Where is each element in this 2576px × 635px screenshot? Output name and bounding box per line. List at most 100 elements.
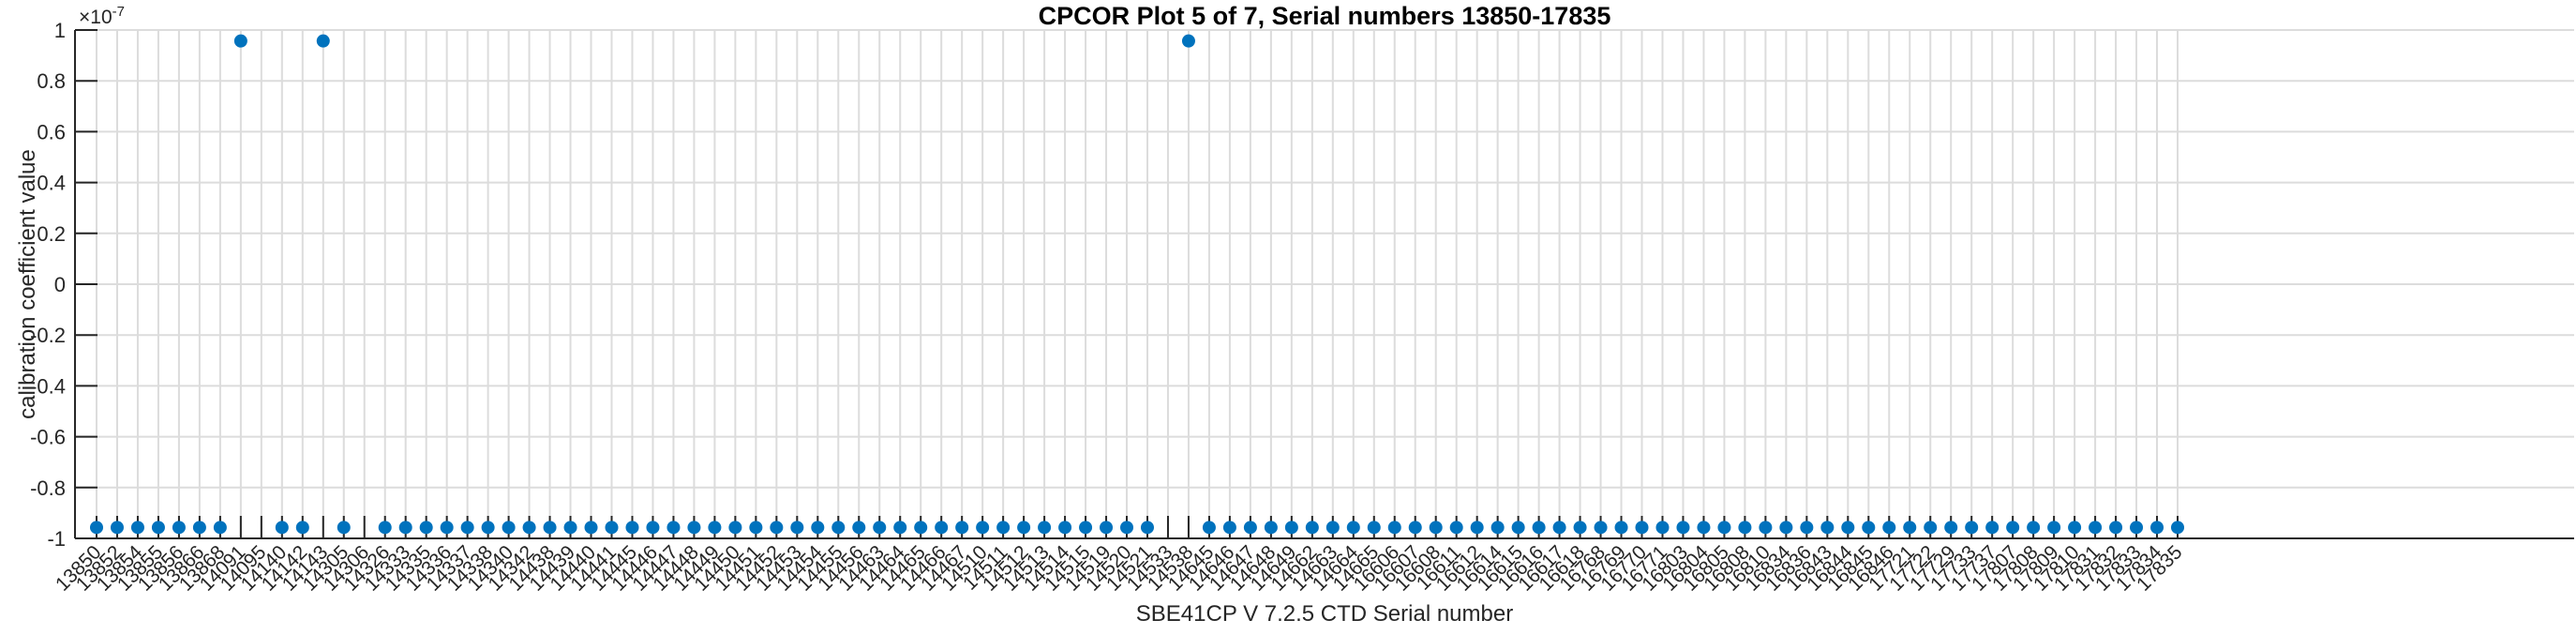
data-point xyxy=(935,521,949,535)
data-point xyxy=(1882,521,1896,535)
data-point xyxy=(770,521,784,535)
data-point xyxy=(192,521,206,535)
data-point xyxy=(172,521,186,535)
data-point xyxy=(481,521,495,535)
data-point xyxy=(151,521,165,535)
data-point xyxy=(1614,521,1628,535)
y-tick-label: 0.6 xyxy=(37,120,66,144)
data-point xyxy=(1944,521,1958,535)
data-point xyxy=(213,521,227,535)
data-point xyxy=(1387,521,1401,535)
y-tick-label: 0 xyxy=(54,273,66,296)
data-point xyxy=(110,521,124,535)
y-tick-label: 1 xyxy=(54,19,66,42)
data-point xyxy=(831,521,846,535)
data-point xyxy=(1120,521,1134,535)
data-point xyxy=(1655,521,1670,535)
data-point xyxy=(749,521,763,535)
data-point xyxy=(233,34,247,48)
data-point xyxy=(646,521,660,535)
data-point xyxy=(1820,521,1835,535)
data-point xyxy=(1038,521,1052,535)
data-point xyxy=(2047,521,2061,535)
data-point xyxy=(1532,521,1546,535)
exponent-base: ×10 xyxy=(79,7,112,28)
data-point xyxy=(460,521,474,535)
x-axis-label: SBE41CP V 7.2.5 CTD Serial number xyxy=(1135,601,1514,627)
data-point xyxy=(1202,521,1216,535)
data-point xyxy=(2109,521,2123,535)
data-point xyxy=(728,521,742,535)
data-point xyxy=(625,521,639,535)
data-point xyxy=(130,521,144,535)
data-point xyxy=(1305,521,1319,535)
data-point xyxy=(666,521,681,535)
data-point xyxy=(337,521,351,535)
data-point xyxy=(2027,521,2041,535)
data-point xyxy=(1222,521,1236,535)
data-point xyxy=(1841,521,1855,535)
data-point xyxy=(1965,521,1979,535)
data-point xyxy=(1346,521,1360,535)
data-point xyxy=(2130,521,2144,535)
data-point xyxy=(1552,521,1566,535)
exponent-power: -7 xyxy=(112,4,125,20)
data-point xyxy=(90,521,103,535)
data-point xyxy=(605,521,619,535)
data-point xyxy=(563,521,577,535)
data-point xyxy=(873,521,887,535)
data-point xyxy=(440,521,454,535)
data-point xyxy=(1408,521,1422,535)
data-point xyxy=(996,521,1011,535)
data-point xyxy=(522,521,536,535)
data-point xyxy=(1738,521,1752,535)
data-point xyxy=(1140,521,1154,535)
data-point xyxy=(295,521,309,535)
data-point xyxy=(1264,521,1278,535)
data-point xyxy=(1676,521,1690,535)
data-point xyxy=(1594,521,1608,535)
y-tick-label: 0.8 xyxy=(37,69,66,93)
data-point xyxy=(1367,521,1381,535)
y-tick-label: -0.8 xyxy=(30,476,66,500)
data-point xyxy=(1800,521,1814,535)
data-point xyxy=(687,521,701,535)
data-point xyxy=(1284,521,1298,535)
data-point xyxy=(275,521,289,535)
data-point xyxy=(2006,521,2020,535)
data-point xyxy=(1903,521,1917,535)
data-point xyxy=(1449,521,1463,535)
data-point xyxy=(811,521,825,535)
y-tick-label: 0.2 xyxy=(37,222,66,246)
data-point xyxy=(1985,521,1999,535)
data-point xyxy=(584,521,598,535)
data-point xyxy=(1511,521,1525,535)
data-point xyxy=(419,521,433,535)
y-tick-label: -0.2 xyxy=(30,324,66,347)
data-point xyxy=(1325,521,1340,535)
data-point xyxy=(1181,34,1195,48)
y-tick-label: -1 xyxy=(47,527,66,551)
data-point xyxy=(893,521,907,535)
data-point xyxy=(1079,521,1093,535)
data-point xyxy=(2089,521,2103,535)
y-axis-exponent-label: ×10-7 xyxy=(79,4,125,29)
data-point xyxy=(1243,521,1257,535)
data-point xyxy=(1470,521,1484,535)
data-point xyxy=(852,521,866,535)
y-tick-label: -0.6 xyxy=(30,426,66,449)
data-point xyxy=(398,521,412,535)
data-point xyxy=(1717,521,1731,535)
y-tick-label: -0.4 xyxy=(30,374,66,398)
data-point xyxy=(543,521,557,535)
data-point xyxy=(976,521,990,535)
data-point xyxy=(914,521,928,535)
data-point xyxy=(955,521,969,535)
data-point xyxy=(1100,521,1114,535)
data-point xyxy=(502,521,516,535)
data-point xyxy=(708,521,722,535)
data-point xyxy=(1759,521,1773,535)
data-point xyxy=(1573,521,1587,535)
